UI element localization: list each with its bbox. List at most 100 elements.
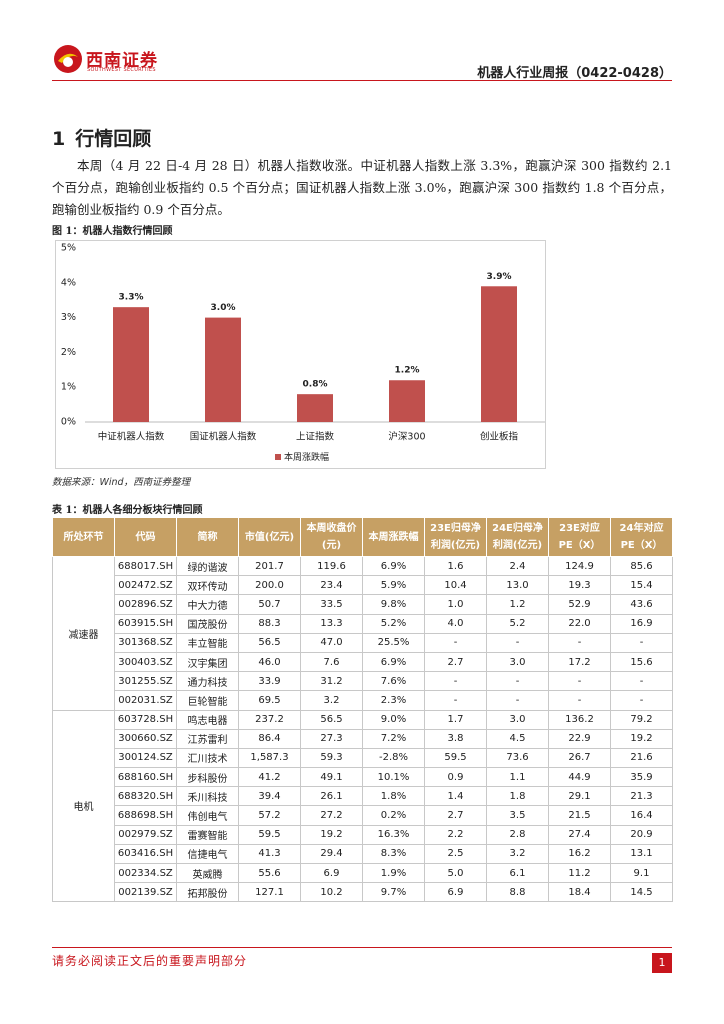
table-cell: 16.4 [610, 805, 673, 826]
table-cell: 通力科技 [176, 671, 239, 692]
table-cell: 88.3 [238, 613, 301, 634]
table-cell: 4.0 [424, 613, 487, 634]
table-cell: 49.1 [300, 767, 363, 788]
table-cell: 6.9 [424, 882, 487, 903]
table-cell: 1.6 [424, 555, 487, 577]
table-row: 002472.SZ 双环传动 200.0 23.4 5.9% 10.4 13.0 19.3 15… [53, 575, 673, 596]
table-cell: 21.6 [610, 747, 673, 769]
table-cell: 35.9 [610, 767, 673, 788]
table-cell: -2.8% [362, 747, 425, 769]
table-cell: 300403.SZ [114, 651, 177, 673]
table-cell: 16.2 [548, 843, 611, 865]
table-cell: 43.6 [610, 594, 673, 615]
group-cell: 电机 [52, 709, 115, 903]
logo-text: 西南证券 [86, 51, 158, 71]
table-cell: 13.3 [300, 613, 363, 634]
table-row: 300124.SZ 汇川技术 1,587.3 59.3 -2.8% 59.5 73.6 26.… [53, 747, 673, 769]
table-cell: 汇川技术 [176, 747, 239, 769]
legend-swatch [275, 454, 281, 460]
table-cell: 119.6 [300, 555, 363, 577]
logo-icon [54, 45, 82, 73]
table-cell: 201.7 [238, 555, 301, 577]
header-rule [52, 80, 672, 81]
table-cell: 6.1 [486, 862, 549, 884]
table-row: 301255.SZ 通力科技 33.9 31.2 7.6% - - - - [53, 671, 673, 692]
table-cell: 汉宇集团 [176, 651, 239, 673]
table-cell: 002031.SZ [114, 690, 177, 711]
table-cell: 4.5 [486, 728, 549, 749]
table-cell: 1.4 [424, 786, 487, 807]
table-cell: 41.3 [238, 843, 301, 865]
table-cell: 5.2% [362, 613, 425, 634]
bar [205, 317, 241, 422]
table-cell: - [424, 671, 487, 692]
table-cell: 英威腾 [176, 862, 239, 884]
table-cell: 1.1 [486, 767, 549, 788]
table-row: 减速器 688017.SH 绿的谐波 201.7 119.6 6.9% 1.6 2.4 124.… [52, 555, 673, 711]
table-cell: 86.4 [238, 728, 301, 749]
page-number: 1 [652, 953, 672, 973]
table-cell: 6.9% [362, 651, 425, 673]
table-cell: 73.6 [486, 747, 549, 769]
table-cell: 13.1 [610, 843, 673, 865]
table-cell: 26.7 [548, 747, 611, 769]
table-row: 电机 603728.SH 鸣志电器 237.2 56.5 9.0% 1.7 3.0 136.2 7… [52, 709, 673, 903]
table-cell: 鸣志电器 [176, 709, 239, 730]
table-cell: 1.0 [424, 594, 487, 615]
table-cell: 39.4 [238, 786, 301, 807]
table-cell: 5.2 [486, 613, 549, 634]
table-cell: 25.5% [362, 632, 425, 653]
table-cell: 伟创电气 [176, 805, 239, 826]
table-cell: 16.9 [610, 613, 673, 634]
table-cell: 15.6 [610, 651, 673, 673]
table-row: 300660.SZ 江苏雷利 86.4 27.3 7.2% 3.8 4.5 22.9 19.2 [53, 728, 673, 749]
x-tick-label: 创业板指 [480, 431, 519, 443]
x-tick-label: 上证指数 [296, 431, 335, 443]
table-cell: 59.3 [300, 747, 363, 769]
table-cell: 10.1% [362, 767, 425, 788]
table-cell: 237.2 [238, 709, 301, 730]
table-cell: 002896.SZ [114, 594, 177, 615]
table-cell: 3.5 [486, 805, 549, 826]
table-cell: 85.6 [610, 555, 673, 577]
table-row: 603915.SH 国茂股份 88.3 13.3 5.2% 4.0 5.2 22.0 16.9 [53, 613, 673, 634]
table-cell: 200.0 [238, 575, 301, 596]
table-cell: 59.5 [424, 747, 487, 769]
table-cell: 8.3% [362, 843, 425, 865]
y-tick-label: 4% [61, 277, 76, 288]
column-header: 代码 [114, 517, 177, 557]
table-cell: 300124.SZ [114, 747, 177, 769]
column-header: 所处环节 [52, 517, 115, 557]
table-cell: 33.5 [300, 594, 363, 615]
table-cell: - [486, 632, 549, 653]
table-cell: 5.0 [424, 862, 487, 884]
legend-label: 本周涨跌幅 [284, 451, 329, 463]
table-cell: 2.2 [424, 824, 487, 845]
table-cell: 56.5 [300, 709, 363, 730]
table-cell: 2.5 [424, 843, 487, 865]
table-cell: 688017.SH [114, 555, 177, 577]
table-cell: 55.6 [238, 862, 301, 884]
table-cell: 1.2 [486, 594, 549, 615]
column-header: 24年对应PE（X） [610, 517, 673, 557]
y-tick-label: 0% [61, 417, 76, 428]
table-cell: 5.9% [362, 575, 425, 596]
table-cell: - [424, 632, 487, 653]
data-label: 3.9% [487, 272, 512, 282]
column-header: 23E归母净利润(亿元) [424, 517, 487, 557]
table-cell: 7.2% [362, 728, 425, 749]
bar [389, 380, 425, 422]
table-cell: 603416.SH [114, 843, 177, 865]
table-cell: 2.8 [486, 824, 549, 845]
table-cell: - [610, 632, 673, 653]
table-cell: 13.0 [486, 575, 549, 596]
table-cell: 18.4 [548, 882, 611, 903]
table-cell: 79.2 [610, 709, 673, 730]
chart: 0% 1% 2% 3% 4% 5% 中证机器人指数 国证机器人指数 上证指数 沪深300 创业板指 3… [55, 240, 546, 469]
table-cell: 双环传动 [176, 575, 239, 596]
table-cell: 21.3 [610, 786, 673, 807]
table-cell: 603915.SH [114, 613, 177, 634]
table-cell: 688160.SH [114, 767, 177, 788]
table-cell: 9.0% [362, 709, 425, 730]
data-label: 1.2% [395, 366, 420, 376]
